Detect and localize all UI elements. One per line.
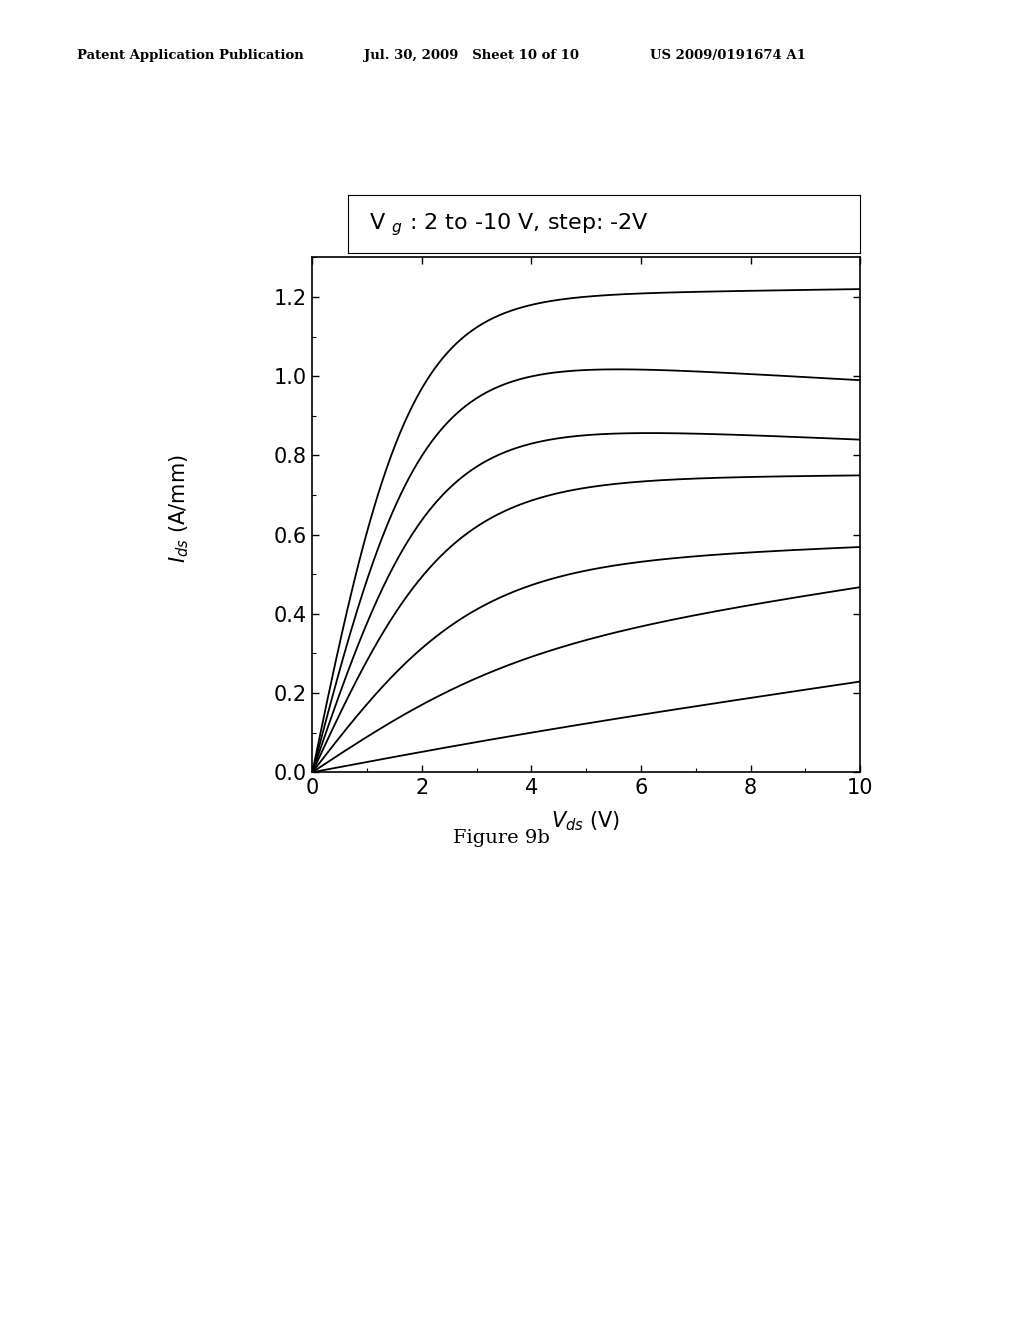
Text: Figure 9b: Figure 9b [454,829,550,847]
Text: V $_{g}$ : 2 to -10 V, step: -2V: V $_{g}$ : 2 to -10 V, step: -2V [369,211,648,238]
Text: US 2009/0191674 A1: US 2009/0191674 A1 [650,49,806,62]
Text: Patent Application Publication: Patent Application Publication [77,49,303,62]
Text: $V_{ds}$ (V): $V_{ds}$ (V) [551,809,621,833]
Text: $I_{ds}$ (A/mm): $I_{ds}$ (A/mm) [167,454,191,562]
Text: Jul. 30, 2009   Sheet 10 of 10: Jul. 30, 2009 Sheet 10 of 10 [364,49,579,62]
